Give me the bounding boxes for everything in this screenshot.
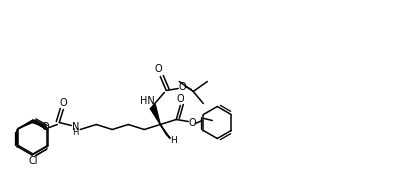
Text: O: O <box>189 118 196 128</box>
Text: N: N <box>72 122 79 132</box>
Text: O: O <box>179 81 186 92</box>
Text: HN: HN <box>140 95 155 105</box>
Text: Cl: Cl <box>28 156 38 166</box>
Text: H: H <box>72 128 79 137</box>
Text: H: H <box>170 136 177 145</box>
Text: O: O <box>154 65 162 74</box>
Text: O: O <box>60 98 67 108</box>
Text: O: O <box>42 122 49 132</box>
Polygon shape <box>150 104 160 124</box>
Text: O: O <box>177 94 184 103</box>
Polygon shape <box>160 124 170 138</box>
